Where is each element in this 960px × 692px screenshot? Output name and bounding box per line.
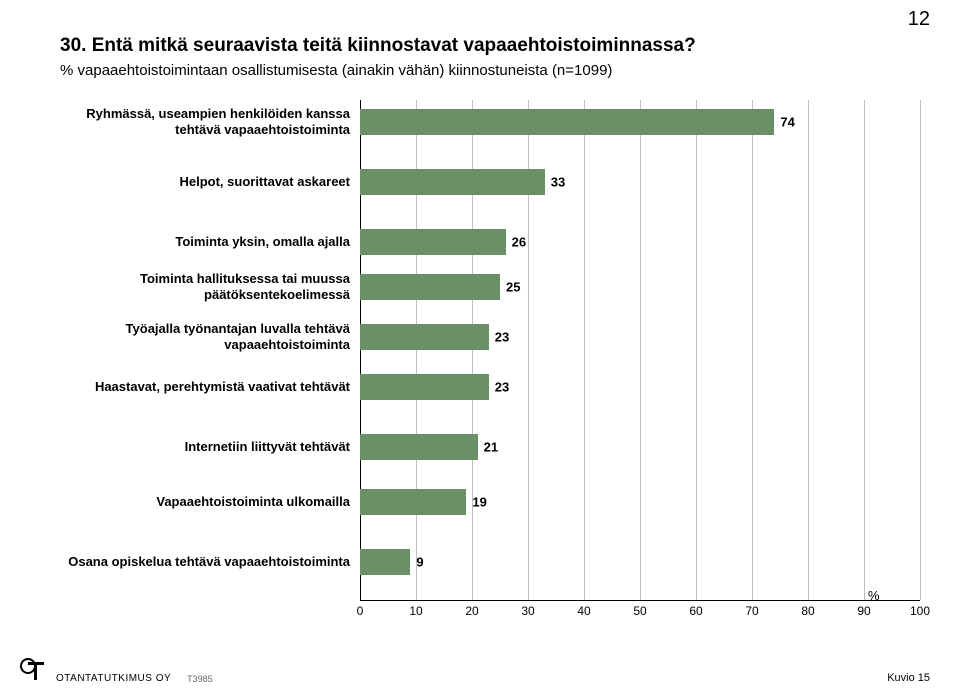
- bar-cell: 19: [360, 480, 920, 524]
- chart-title: 30. Entä mitkä seuraavista teitä kiinnos…: [60, 35, 920, 57]
- company-name: OTANTATUTKIMUS OY: [56, 673, 171, 684]
- category-label: Toiminta yksin, omalla ajalla: [60, 234, 360, 250]
- bar-row: Helpot, suorittavat askareet 33: [60, 160, 920, 204]
- category-label: Helpot, suorittavat askareet: [60, 174, 360, 190]
- category-label: Toiminta hallituksessa tai muussa päätök…: [60, 271, 360, 304]
- x-tick: 100: [910, 604, 930, 618]
- category-label: Ryhmässä, useampien henkilöiden kanssa t…: [60, 106, 360, 139]
- bar: [360, 374, 489, 400]
- bar-cell: 9: [360, 540, 920, 584]
- bar: [360, 274, 500, 300]
- footer-left: OTANTATUTKIMUS OY T3985: [20, 658, 213, 684]
- x-tick: 50: [633, 604, 646, 618]
- x-tick: 10: [409, 604, 422, 618]
- bar-row: Toiminta yksin, omalla ajalla 26: [60, 220, 920, 264]
- bar-cell: 23: [360, 365, 920, 409]
- figure-label: Kuvio 15: [887, 672, 930, 684]
- bar-value: 19: [472, 495, 486, 510]
- x-tick: 0: [357, 604, 364, 618]
- page-number: 12: [908, 8, 930, 31]
- bar: [360, 324, 489, 350]
- x-tick: 30: [521, 604, 534, 618]
- project-code: T3985: [187, 674, 213, 684]
- bar-row: Haastavat, perehtymistä vaativat tehtävä…: [60, 365, 920, 409]
- bar-row: Osana opiskelua tehtävä vapaaehtoistoimi…: [60, 540, 920, 584]
- x-tick: 60: [689, 604, 702, 618]
- bar: [360, 489, 466, 515]
- x-axis: 0102030405060708090100: [360, 600, 920, 620]
- bar: [360, 229, 506, 255]
- category-label: Vapaaehtoistoiminta ulkomailla: [60, 494, 360, 510]
- category-label: Työajalla työnantajan luvalla tehtävä va…: [60, 321, 360, 354]
- chart: Ryhmässä, useampien henkilöiden kanssa t…: [60, 100, 920, 620]
- bar-cell: 21: [360, 425, 920, 469]
- bar: [360, 109, 774, 135]
- percent-label: %: [868, 588, 880, 603]
- bar-row: Internetiin liittyvät tehtävät 21: [60, 425, 920, 469]
- bar-value: 23: [495, 330, 509, 345]
- x-tick: 80: [801, 604, 814, 618]
- bar: [360, 169, 545, 195]
- category-label: Osana opiskelua tehtävä vapaaehtoistoimi…: [60, 554, 360, 570]
- gridline: [920, 100, 921, 600]
- company-logo-icon: [20, 658, 46, 684]
- x-tick: 20: [465, 604, 478, 618]
- bar-value: 26: [512, 235, 526, 250]
- bar-value: 23: [495, 380, 509, 395]
- chart-subtitle: % vapaaehtoistoimintaan osallistumisesta…: [60, 62, 920, 79]
- bar-row: Ryhmässä, useampien henkilöiden kanssa t…: [60, 100, 920, 144]
- x-tick: 70: [745, 604, 758, 618]
- bar-cell: 33: [360, 160, 920, 204]
- page: 12 30. Entä mitkä seuraavista teitä kiin…: [0, 0, 960, 692]
- bar-value: 25: [506, 280, 520, 295]
- bar-row: Toiminta hallituksessa tai muussa päätök…: [60, 265, 920, 309]
- bar-cell: 25: [360, 265, 920, 309]
- bar-value: 9: [416, 555, 423, 570]
- category-label: Internetiin liittyvät tehtävät: [60, 439, 360, 455]
- bar-value: 74: [780, 115, 794, 130]
- bar: [360, 549, 410, 575]
- category-label: Haastavat, perehtymistä vaativat tehtävä…: [60, 379, 360, 395]
- bar-value: 33: [551, 175, 565, 190]
- bar-cell: 74: [360, 100, 920, 144]
- bar-value: 21: [484, 440, 498, 455]
- bar-row: Vapaaehtoistoiminta ulkomailla 19: [60, 480, 920, 524]
- bar-cell: 23: [360, 315, 920, 359]
- bar-cell: 26: [360, 220, 920, 264]
- x-tick: 40: [577, 604, 590, 618]
- x-tick: 90: [857, 604, 870, 618]
- bar-row: Työajalla työnantajan luvalla tehtävä va…: [60, 315, 920, 359]
- bar: [360, 434, 478, 460]
